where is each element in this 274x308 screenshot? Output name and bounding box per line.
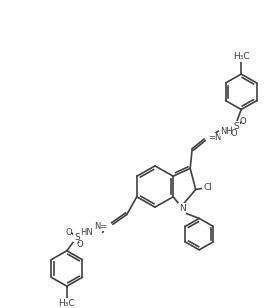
Text: S: S: [74, 233, 80, 241]
Text: O: O: [65, 228, 72, 237]
Text: NH: NH: [220, 127, 233, 136]
Text: HN: HN: [80, 228, 93, 237]
Text: O: O: [240, 117, 247, 126]
Text: N=: N=: [95, 222, 108, 231]
Text: Cl: Cl: [203, 183, 212, 192]
Text: O: O: [231, 129, 238, 139]
Text: S: S: [233, 122, 239, 131]
Text: H₃C: H₃C: [233, 52, 250, 61]
Text: H₃C: H₃C: [59, 299, 75, 308]
Text: O: O: [76, 241, 83, 249]
Text: N: N: [179, 204, 185, 213]
Text: =N: =N: [208, 133, 222, 142]
